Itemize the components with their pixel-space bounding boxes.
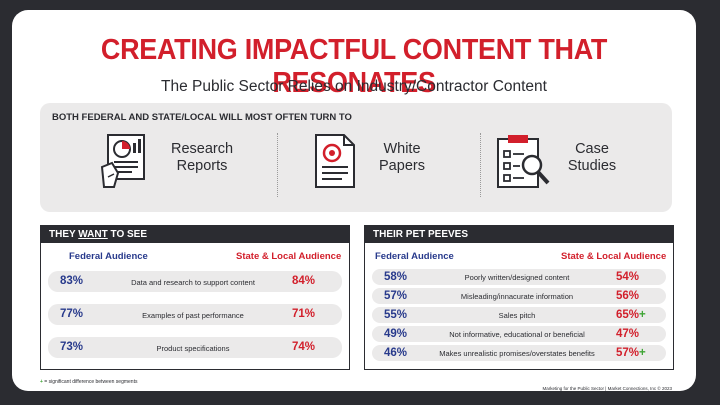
- research-report-icon: [100, 134, 145, 188]
- turn-item-research-reports: Research Reports: [100, 131, 270, 201]
- state-value: 71%: [292, 308, 316, 320]
- divider: [480, 133, 481, 197]
- federal-value: 73%: [60, 341, 84, 353]
- row-label: Product specifications: [156, 344, 230, 353]
- state-local-audience-label: State & Local Audience: [236, 251, 342, 262]
- federal-value: 58%: [384, 271, 408, 283]
- page-title: CREATING IMPACTFUL CONTENT THAT RESONATE…: [100, 34, 608, 99]
- turn-item-case-studies: Case Studies: [494, 131, 664, 201]
- page-subtitle: The Public Sector Relies on Industry/Con…: [161, 78, 547, 95]
- row-label: Poorly written/designed content: [464, 273, 570, 282]
- federal-value: 83%: [60, 275, 84, 287]
- state-value: 54%: [616, 271, 640, 283]
- table-row: 46% Makes unrealistic promises/overstate…: [372, 345, 666, 361]
- want-panel: THEY WANT TO SEE Federal Audience State …: [40, 225, 350, 370]
- state-local-audience-label: State & Local Audience: [561, 251, 667, 262]
- state-value: 65%+: [616, 309, 646, 321]
- plus-icon: +: [40, 379, 43, 385]
- turn-item-line2: Studies: [567, 158, 617, 174]
- turn-item-line1: Research: [170, 141, 234, 157]
- turn-item-line1: Case: [575, 141, 609, 157]
- infographic-card: CREATING IMPACTFUL CONTENT THAT RESONATE…: [12, 10, 696, 391]
- federal-value: 77%: [60, 308, 84, 320]
- divider: [277, 133, 278, 197]
- federal-value: 55%: [384, 309, 408, 321]
- state-value: 74%: [292, 341, 316, 353]
- state-value: 57%+: [616, 347, 646, 359]
- turn-to-label: BOTH FEDERAL AND STATE/LOCAL WILL MOST O…: [52, 112, 352, 123]
- peeves-panel: THEIR PET PEEVES Federal Audience State …: [364, 225, 674, 370]
- table-row: 58% Poorly written/designed content 54%: [372, 269, 666, 285]
- federal-value: 49%: [384, 328, 408, 340]
- want-heading: THEY WANT TO SEE: [41, 225, 349, 243]
- row-label: Sales pitch: [498, 311, 536, 320]
- turn-item-white-papers: White Papers: [308, 131, 458, 201]
- turn-item-line2: Papers: [379, 158, 425, 174]
- state-value: 47%: [616, 328, 640, 340]
- turn-item-line1: White: [383, 141, 421, 157]
- case-study-icon: [497, 135, 550, 188]
- table-row: 77% Examples of past performance 71%: [48, 304, 342, 325]
- table-row: 57% Misleading/innacurate information 56…: [372, 288, 666, 304]
- table-row: 83% Data and research to support content…: [48, 271, 342, 292]
- table-row: 55% Sales pitch 65%+: [372, 307, 666, 323]
- footnote: + = significant difference between segme…: [40, 379, 138, 385]
- row-label: Misleading/innacurate information: [460, 292, 574, 301]
- state-value: 84%: [292, 275, 316, 287]
- table-row: 73% Product specifications 74%: [48, 337, 342, 358]
- turn-item-line2: Reports: [176, 158, 228, 174]
- row-label: Not informative, educational or benefici…: [449, 330, 585, 339]
- state-value: 56%: [616, 290, 640, 302]
- peeves-heading: THEIR PET PEEVES: [365, 225, 673, 243]
- turn-to-box: BOTH FEDERAL AND STATE/LOCAL WILL MOST O…: [40, 103, 672, 212]
- table-row: 49% Not informative, educational or bene…: [372, 326, 666, 342]
- federal-value: 46%: [384, 347, 408, 359]
- federal-audience-label: Federal Audience: [69, 251, 148, 262]
- credit-line: Marketing for the Public Sector | Market…: [542, 386, 672, 391]
- white-paper-icon: [315, 134, 355, 188]
- federal-value: 57%: [384, 290, 408, 302]
- row-label: Data and research to support content: [131, 278, 255, 287]
- row-label: Makes unrealistic promises/overstates be…: [439, 349, 595, 358]
- federal-audience-label: Federal Audience: [375, 251, 454, 262]
- row-label: Examples of past performance: [142, 311, 244, 320]
